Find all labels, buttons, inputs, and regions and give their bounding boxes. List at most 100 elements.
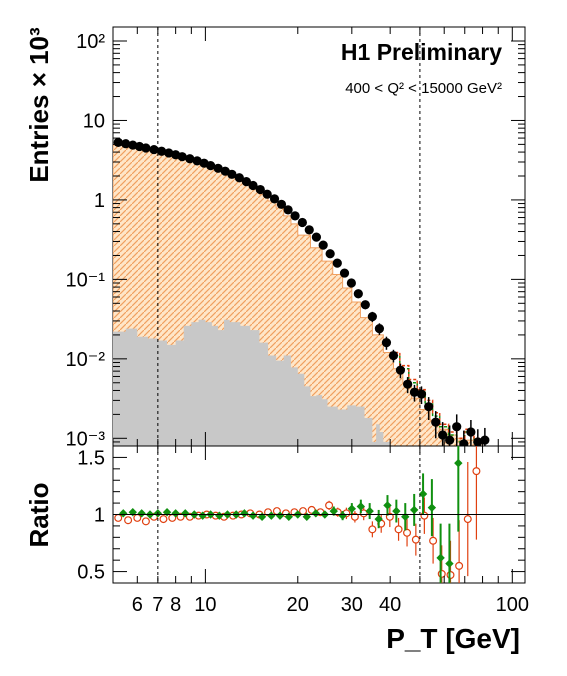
data-point — [297, 217, 307, 228]
model-b-ratio-point — [356, 502, 366, 511]
data-point — [149, 144, 159, 155]
y-tick-label: 10² — [76, 31, 105, 53]
model-b-ratio-point — [392, 506, 401, 516]
data-point — [360, 300, 370, 310]
data-point — [374, 324, 385, 334]
model-b-ratio-point — [119, 509, 128, 518]
data-point — [409, 387, 420, 397]
x-tick-label: 40 — [379, 594, 401, 616]
model-b-ratio-point — [329, 506, 338, 516]
model-a-ratio-point — [141, 517, 150, 526]
model-b-ratio-point — [374, 514, 383, 524]
data-point — [339, 268, 350, 278]
model-a-ratio-point — [411, 535, 420, 544]
data-point — [381, 338, 392, 348]
y-tick-label: 10 — [83, 110, 105, 132]
model-b-ratio-point — [418, 489, 428, 499]
model-b-ratio-point — [240, 509, 249, 518]
data-point — [157, 146, 167, 156]
model-a-ratio-point — [325, 501, 334, 510]
data-point — [192, 156, 202, 166]
ratio-axes: 6 7 8 10 20 30 40 100 0.5 1 1.5 — [77, 432, 529, 616]
chart-subtitle: 400 < Q² < 15000 GeV² — [345, 80, 502, 97]
data-point — [213, 163, 223, 173]
model-b-ratio-point — [427, 503, 437, 512]
x-axis-label: P_T [GeV] — [386, 623, 520, 654]
data-point — [255, 184, 265, 195]
data-point — [121, 139, 131, 149]
model-a-ratio-point — [446, 571, 455, 580]
model-b-ratio-point — [401, 512, 410, 521]
model-b-ratio-point — [311, 509, 321, 518]
data-point — [438, 430, 448, 440]
data-point — [276, 199, 287, 209]
model-a-ratio-point — [124, 516, 133, 525]
data-point — [353, 289, 363, 299]
y-tick-label: 10⁻¹ — [66, 269, 106, 291]
model-a-ratio-point — [350, 512, 359, 521]
x-tick-label: 100 — [496, 594, 529, 616]
model-a-ratio-point — [429, 536, 438, 545]
data-point — [395, 365, 406, 375]
model-b-ratio-point — [215, 511, 224, 520]
model-a-ratio-point — [114, 513, 123, 522]
model-b-ratio-point — [383, 501, 392, 510]
ratio-y-tick-label: 1 — [94, 505, 105, 527]
data-point — [262, 189, 272, 199]
data-point — [445, 435, 455, 445]
model-a-ratio-point — [463, 515, 472, 524]
data-point — [227, 169, 237, 179]
data-point — [283, 205, 293, 215]
model-b-ratio-point — [445, 559, 454, 568]
y-tick-label: 10⁻³ — [66, 428, 106, 450]
model-b-ratio-point — [454, 458, 463, 468]
data-point — [311, 232, 322, 242]
data-point — [346, 278, 356, 288]
data-point — [248, 180, 258, 191]
model-a-ratio-point — [159, 515, 168, 524]
data-point — [325, 249, 335, 259]
data-point — [416, 389, 427, 399]
model-b-ratio-point — [181, 509, 190, 518]
model-a-ratio-point — [455, 561, 464, 570]
data-point — [206, 161, 216, 171]
main-axes: 10⁻³ 10⁻² 10⁻¹ 1 10 10² — [66, 27, 525, 450]
ratio-y-tick-label: 0.5 — [77, 562, 105, 584]
main-plot-area — [113, 137, 490, 446]
data-point — [141, 143, 151, 153]
model-b-ratio-point — [347, 504, 357, 513]
data-point — [241, 177, 251, 187]
data-point — [403, 379, 413, 389]
data-point — [290, 211, 300, 221]
data-point — [332, 258, 342, 268]
ratio-axis-label: Ratio — [24, 483, 54, 548]
ratio-panel: 6 7 8 10 20 30 40 100 0.5 1 1.5 Ratio P_T [GeV] — [24, 432, 529, 654]
ratio-plot-area — [114, 446, 481, 583]
model-b-ratio-point — [267, 511, 276, 520]
x-tick-label: 8 — [170, 594, 181, 616]
chart-title: H1 Preliminary — [341, 39, 502, 65]
data-point — [318, 240, 328, 250]
main-panel: 10⁻³ 10⁻² 10⁻¹ 1 10 10² H1 Preliminary 400 < … — [24, 26, 526, 450]
background-histogram — [113, 319, 391, 446]
data-point — [388, 350, 399, 361]
y-tick-label: 10⁻² — [66, 349, 106, 371]
model-a-ratio-point — [403, 528, 412, 537]
model-a-ratio-point — [368, 525, 377, 534]
data-point — [234, 173, 244, 183]
data-point — [466, 427, 476, 437]
data-point — [304, 225, 314, 235]
x-tick-label: 10 — [194, 594, 216, 616]
model-b-ratio-point — [137, 509, 146, 518]
model-a-ratio-point — [420, 511, 429, 520]
x-tick-label: 6 — [132, 594, 143, 616]
x-tick-label: 30 — [341, 594, 363, 616]
x-tick-label: 20 — [287, 594, 309, 616]
model-a-ratio-point — [472, 467, 481, 476]
model-a-ratio-point — [176, 512, 185, 521]
data-point — [473, 437, 483, 446]
y-tick-label: 1 — [94, 190, 105, 212]
data-point — [269, 194, 280, 204]
model-b-ratio-point — [365, 506, 374, 516]
